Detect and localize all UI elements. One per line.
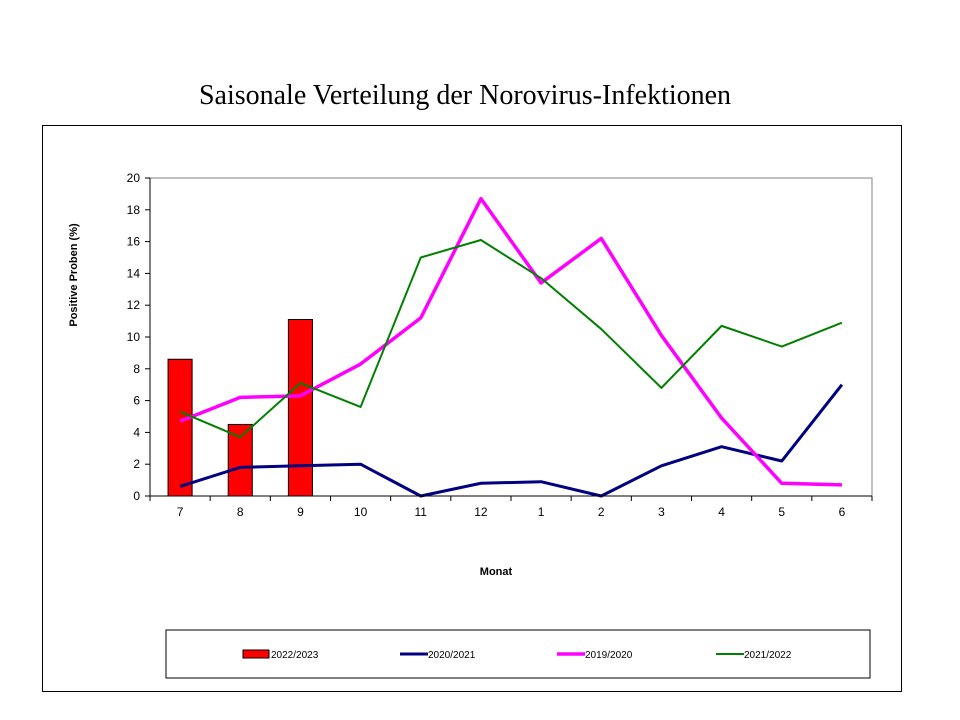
y-axis-title: Positive Proben (%) [68, 223, 80, 327]
x-axis-title: Monat [480, 566, 513, 578]
x-tick-label: 10 [354, 505, 368, 519]
legend-label-2019-2020: 2019/2020 [585, 650, 633, 661]
legend-box [165, 629, 871, 679]
y-tick-label: 20 [127, 171, 141, 185]
line-2020-2021 [179, 383, 844, 498]
bar-2022-2023-9 [287, 319, 313, 497]
line-2021-2022 [179, 239, 843, 439]
chart-frame [42, 125, 902, 692]
bar-2022-2023-8 [227, 423, 253, 497]
y-tick-label: 6 [133, 394, 140, 408]
x-tick-label: 12 [474, 505, 488, 519]
x-axis-ticks: 7 8 9 10 11 12 1 2 3 4 5 6 [149, 496, 873, 519]
y-tick-label: 10 [127, 330, 141, 344]
legend-label-2021-2022: 2021/2022 [744, 650, 792, 661]
y-tick-label: 18 [127, 203, 141, 217]
x-tick-label: 7 [177, 505, 184, 519]
y-tick-label: 12 [127, 298, 141, 312]
line-2019-2020 [179, 196, 842, 487]
plot-area-border [149, 177, 873, 497]
x-tick-label: 2 [598, 505, 605, 519]
x-tick-label: 5 [778, 505, 785, 519]
x-tick-label: 9 [297, 505, 304, 519]
chart-title: Saisonale Verteilung der Norovirus-Infek… [198, 80, 732, 111]
legend: 2022/2023 2020/2021 2019/2020 2021/2022 [242, 649, 792, 661]
x-tick-label: 11 [415, 505, 428, 519]
x-tick-label: 8 [237, 505, 244, 519]
bar-2022-2023-7 [167, 358, 193, 497]
x-tick-label: 6 [839, 505, 846, 519]
y-tick-label: 16 [127, 235, 141, 249]
y-tick-label: 14 [127, 266, 141, 280]
legend-label-2022-2023: 2022/2023 [271, 650, 319, 661]
line-series [179, 196, 844, 498]
x-tick-label: 3 [658, 505, 665, 519]
y-tick-label: 4 [133, 425, 140, 439]
y-axis-ticks: 0 2 4 6 8 10 12 14 16 18 20 [127, 171, 150, 503]
y-tick-label: 8 [133, 362, 140, 376]
legend-label-2020-2021: 2020/2021 [428, 650, 476, 661]
x-tick-label: 1 [538, 505, 545, 519]
x-tick-label: 4 [718, 505, 725, 519]
bar-series [167, 319, 313, 497]
legend-swatch-2022-2023 [242, 649, 270, 659]
y-tick-label: 0 [133, 489, 140, 503]
y-tick-label: 2 [133, 457, 140, 471]
